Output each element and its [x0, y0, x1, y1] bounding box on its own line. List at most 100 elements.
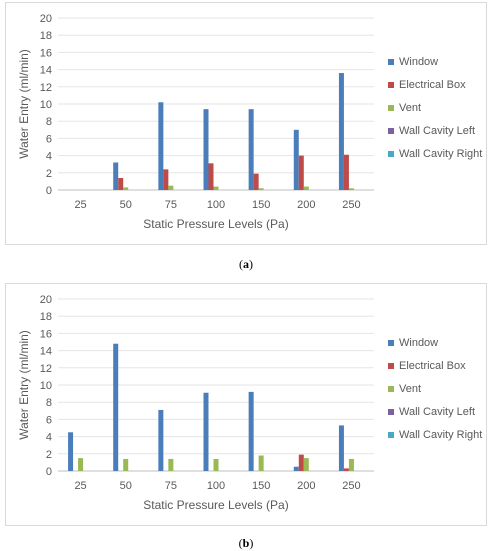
- bar-b-200-electrical-box: [298, 454, 304, 471]
- legend-swatch: [388, 340, 394, 346]
- legend-swatch: [388, 59, 394, 65]
- x-tick-label: 100: [207, 480, 225, 492]
- y-tick-label: 6: [46, 133, 52, 145]
- legend-swatch: [388, 105, 394, 111]
- y-tick-label: 8: [46, 397, 52, 409]
- x-tick-label: 50: [120, 199, 132, 211]
- legend-label: Wall Cavity Left: [399, 406, 475, 418]
- bar-a-50-electrical-box: [118, 177, 124, 190]
- x-tick-label: 200: [297, 480, 315, 492]
- bar-a-250-window: [338, 73, 344, 190]
- bar-a-100-window: [203, 109, 209, 190]
- y-tick-label: 14: [40, 65, 52, 77]
- y-tick-label: 2: [46, 449, 52, 461]
- chart-panel-a: 0 2 4 6 8 10 12 14 16 18 20 25 50 75 100 150 200 250 Stati…: [5, 2, 487, 245]
- legend-label: Vent: [399, 102, 421, 114]
- y-tick-label: 12: [40, 82, 52, 94]
- y-tick-label: 8: [46, 116, 52, 128]
- bar-a-50-vent: [123, 187, 129, 190]
- bar-a-200-window: [293, 129, 299, 190]
- bar-b-250-electrical-box: [343, 468, 349, 471]
- legend-swatch: [388, 386, 394, 392]
- bar-a-50-window: [113, 162, 119, 190]
- y-tick-label: 18: [40, 30, 52, 42]
- bar-a-250-vent: [348, 188, 354, 190]
- y-axis-label: Water Entry (ml/min): [17, 49, 31, 159]
- legend-label: Wall Cavity Right: [399, 148, 482, 160]
- bar-chart-a: 0 2 4 6 8 10 12 14 16 18 20 25 50 75 100 150 200 250 Stati…: [17, 13, 482, 231]
- bar-a-75-electrical-box: [163, 169, 169, 190]
- y-tick-label: 0: [46, 185, 52, 197]
- caption-b-close: ): [249, 536, 254, 550]
- y-tick-label: 12: [40, 363, 52, 375]
- bar-a-200-vent: [303, 186, 309, 190]
- bar-a-250-electrical-box: [343, 154, 349, 190]
- bar-a-150-vent: [258, 188, 264, 190]
- bar-a-150-window: [248, 109, 254, 190]
- legend-label: Window: [399, 56, 438, 68]
- legend-label: Wall Cavity Right: [399, 429, 482, 441]
- bar-b-25-vent: [78, 458, 84, 471]
- bar-a-200-electrical-box: [298, 155, 304, 190]
- bar-a-150-electrical-box: [253, 173, 259, 190]
- y-tick-label: 10: [40, 380, 52, 392]
- bar-a-75-vent: [168, 185, 174, 190]
- x-tick-label: 250: [342, 199, 360, 211]
- x-axis-label: Static Pressure Levels (Pa): [143, 498, 288, 512]
- y-tick-label: 20: [40, 294, 52, 306]
- bar-b-250-vent: [348, 458, 354, 471]
- x-tick-label: 50: [120, 480, 132, 492]
- x-tick-label: 25: [74, 480, 86, 492]
- caption-b-letter: b: [242, 536, 250, 550]
- legend-swatch: [388, 128, 394, 134]
- legend-swatch: [388, 363, 394, 369]
- bar-b-100-window: [203, 392, 209, 471]
- y-tick-label: 4: [46, 432, 52, 444]
- bar-a-100-vent: [213, 186, 219, 190]
- legend-label: Wall Cavity Left: [399, 125, 475, 137]
- bar-chart-b: 0 2 4 6 8 10 12 14 16 18 20 25 50 75 100 150 200 250 Stati…: [17, 294, 482, 512]
- bar-b-250-window: [338, 425, 344, 471]
- x-tick-label: 250: [342, 480, 360, 492]
- bar-a-100-electrical-box: [208, 163, 214, 190]
- x-tick-label: 150: [252, 480, 270, 492]
- x-tick-label: 25: [74, 199, 86, 211]
- caption-b-open: (: [238, 536, 243, 550]
- bar-b-150-vent: [258, 455, 264, 471]
- bar-b-150-window: [248, 391, 254, 471]
- bar-b-50-vent: [123, 458, 129, 471]
- y-tick-label: 0: [46, 466, 52, 478]
- legend-label: Window: [399, 337, 438, 349]
- bar-b-25-window: [68, 432, 74, 471]
- bar-b-50-window: [113, 343, 119, 471]
- caption-a: (a): [0, 257, 492, 272]
- bar-b-200-window: [293, 466, 299, 471]
- legend-label: Electrical Box: [399, 79, 466, 91]
- bar-b-75-window: [158, 409, 164, 471]
- x-tick-label: 75: [165, 199, 177, 211]
- y-tick-label: 2: [46, 168, 52, 180]
- y-tick-label: 4: [46, 151, 52, 163]
- y-tick-label: 14: [40, 346, 52, 358]
- x-tick-label: 75: [165, 480, 177, 492]
- bar-b-200-vent: [303, 458, 309, 471]
- caption-a-open: (: [239, 257, 243, 271]
- bar-b-75-vent: [168, 458, 174, 471]
- y-tick-label: 16: [40, 47, 52, 59]
- y-tick-label: 10: [40, 99, 52, 111]
- legend-label: Vent: [399, 383, 421, 395]
- y-axis-label: Water Entry (ml/min): [17, 330, 31, 440]
- x-tick-label: 200: [297, 199, 315, 211]
- legend-swatch: [388, 151, 394, 157]
- caption-a-close: ): [249, 257, 253, 271]
- x-tick-label: 100: [207, 199, 225, 211]
- caption-b: (b): [0, 536, 492, 551]
- y-tick-label: 18: [40, 311, 52, 323]
- y-tick-label: 16: [40, 328, 52, 340]
- legend-swatch: [388, 432, 394, 438]
- chart-panel-b: 0 2 4 6 8 10 12 14 16 18 20 25 50 75 100 150 200 250 Stati…: [5, 283, 487, 526]
- x-tick-label: 150: [252, 199, 270, 211]
- y-tick-label: 6: [46, 414, 52, 426]
- x-axis-label: Static Pressure Levels (Pa): [143, 217, 288, 231]
- bar-b-100-vent: [213, 458, 219, 471]
